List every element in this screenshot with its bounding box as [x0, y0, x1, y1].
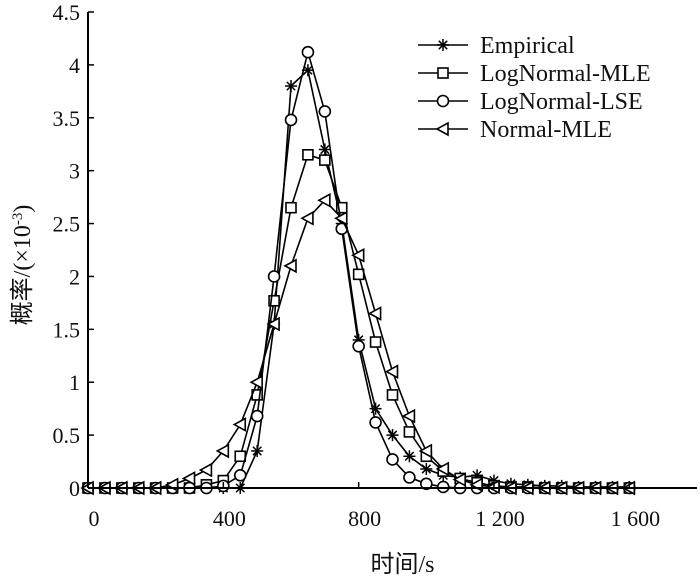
- legend: EmpiricalLogNormal-MLELogNormal-LSENorma…: [418, 33, 651, 143]
- x-tick-label: 0: [89, 506, 100, 531]
- y-tick-label: 0.5: [53, 423, 81, 448]
- data-point-normal-mle: [215, 443, 230, 459]
- data-point-lognormal-mle: [352, 268, 365, 281]
- data-point-normal-mle: [198, 462, 213, 478]
- data-point-lognormal-lse: [386, 453, 399, 466]
- data-point-lognormal-mle: [234, 450, 247, 463]
- data-point-lognormal-mle: [302, 149, 314, 161]
- data-point-normal-mle: [283, 258, 297, 274]
- y-axis-label-close: ): [10, 205, 36, 213]
- y-ticks: 0 0.5 1 1.5 2 2.5 3 3.5 4 4.5: [53, 0, 94, 501]
- data-point-empirical: [318, 143, 331, 156]
- series-line-lognormal-mle: [88, 153, 630, 489]
- data-point-normal-mle: [435, 461, 450, 477]
- data-point-normal-mle: [249, 374, 263, 390]
- data-point-lognormal-mle: [403, 426, 416, 438]
- data-point-normal-mle: [300, 210, 314, 226]
- data-point-empirical: [420, 462, 433, 475]
- y-tick-label: 4.5: [53, 0, 81, 25]
- y-tick-label: 1: [69, 370, 80, 395]
- data-point-lognormal-lse: [267, 270, 281, 283]
- data-point-lognormal-lse: [352, 339, 365, 353]
- data-point-lognormal-lse: [369, 416, 382, 429]
- legend-label: Empirical: [480, 33, 575, 59]
- data-point-normal-mle: [418, 443, 433, 459]
- data-point-lognormal-mle: [319, 154, 331, 166]
- y-tick-label: 2.5: [53, 212, 81, 237]
- data-point-lognormal-lse: [301, 45, 315, 59]
- data-point-empirical: [285, 80, 297, 93]
- data-point-lognormal-mle: [386, 389, 399, 401]
- data-point-normal-mle: [181, 471, 196, 486]
- legend-marker: [435, 121, 449, 137]
- data-point-empirical: [251, 444, 264, 457]
- legend-item-empirical: Empirical: [418, 33, 575, 59]
- data-point-normal-mle: [350, 247, 365, 263]
- legend-item-lognormal-lse: LogNormal-LSE: [418, 89, 643, 115]
- data-point-empirical: [403, 450, 416, 463]
- data-point-empirical: [301, 64, 314, 77]
- y-axis-label: 概率/(×10-3): [9, 205, 36, 326]
- legend-item-normal-mle: Normal-MLE: [418, 117, 612, 143]
- x-tick-label: 1 600: [611, 506, 661, 531]
- data-point-normal-mle: [317, 192, 331, 208]
- data-point-normal-mle: [266, 316, 280, 332]
- legend-label: LogNormal-LSE: [480, 89, 643, 115]
- data-point-normal-mle: [384, 364, 399, 379]
- data-point-normal-mle: [401, 408, 416, 424]
- x-tick-label: 800: [348, 506, 381, 531]
- data-point-normal-mle: [367, 306, 382, 321]
- data-point-lognormal-mle: [335, 201, 348, 214]
- data-point-lognormal-lse: [420, 477, 433, 491]
- y-tick-label: 0: [69, 476, 80, 501]
- data-point-lognormal-lse: [318, 105, 332, 118]
- data-point-lognormal-lse: [436, 480, 450, 494]
- y-axis-label-exponent: -3: [10, 213, 26, 226]
- data-point-lognormal-mle: [268, 294, 280, 307]
- data-point-lognormal-lse: [250, 409, 264, 423]
- y-tick-label: 4: [69, 53, 80, 78]
- data-point-normal-mle: [334, 210, 348, 226]
- series-lognormal-mle: [82, 149, 636, 494]
- legend-item-lognormal-mle: LogNormal-MLE: [418, 61, 651, 87]
- data-point-lognormal-lse: [284, 113, 298, 127]
- axes: 0 400 800 1 200 1 600 0 0.5 1 1.5 2 2.5 3 3.5 4 4.5: [53, 0, 697, 531]
- y-tick-label: 2: [69, 264, 80, 289]
- y-tick-label: 3: [69, 159, 80, 184]
- data-point-lognormal-lse: [233, 469, 247, 482]
- data-point-normal-mle: [452, 472, 466, 487]
- data-point-empirical: [386, 429, 399, 442]
- legend-marker: [437, 67, 449, 79]
- x-tick-label: 1 200: [475, 506, 525, 531]
- data-point-lognormal-mle: [285, 201, 297, 214]
- legend-marker: [437, 39, 449, 51]
- legend-label: Normal-MLE: [480, 117, 612, 143]
- data-point-lognormal-lse: [403, 471, 416, 484]
- y-tick-label: 3.5: [53, 106, 81, 131]
- data-point-lognormal-mle: [369, 336, 382, 348]
- y-tick-label: 1.5: [53, 317, 81, 342]
- legend-marker: [436, 94, 450, 108]
- y-axis-label-main: 概率/(×10: [9, 225, 36, 325]
- legend-label: LogNormal-MLE: [480, 61, 651, 87]
- data-point-normal-mle: [232, 417, 247, 432]
- x-axis-label: 时间/s: [370, 551, 434, 578]
- x-tick-label: 400: [213, 506, 246, 531]
- x-ticks: 0 400 800 1 200 1 600: [87, 482, 661, 531]
